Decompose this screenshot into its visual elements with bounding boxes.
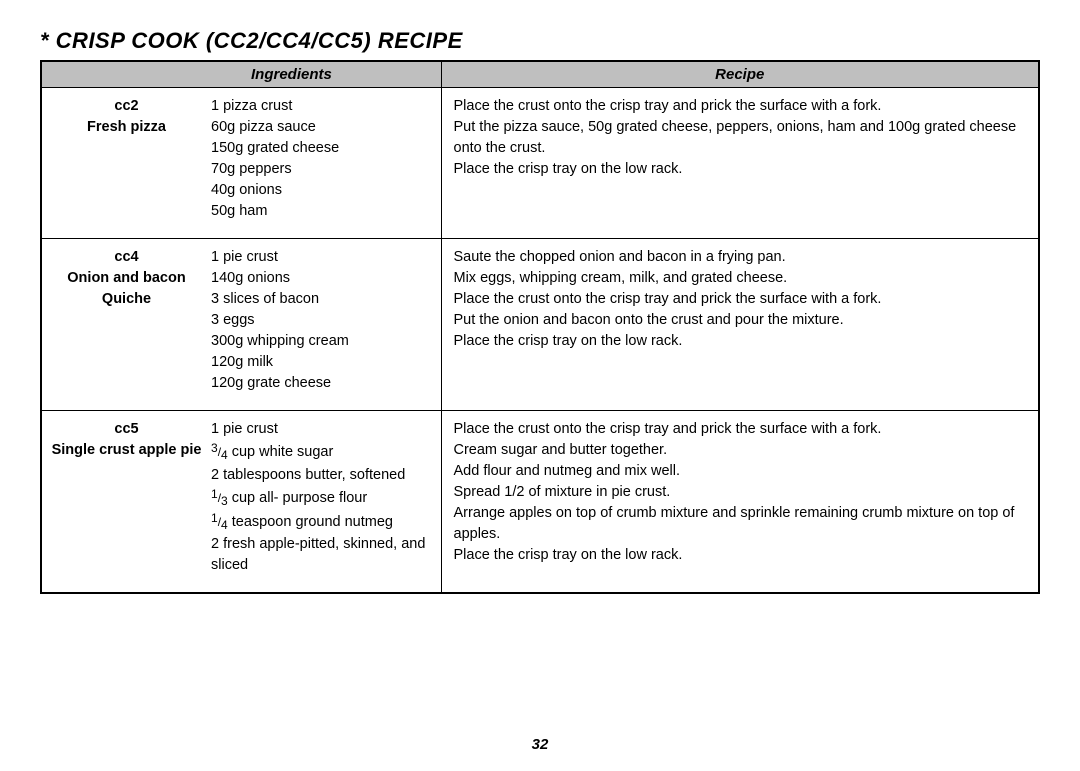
recipe-code-cell: cc2Fresh pizza [41, 88, 211, 239]
header-recipe: Recipe [441, 61, 1039, 88]
table-row: cc5Single crust apple pie1 pie crust3/4 … [41, 411, 1039, 594]
recipe-cell: Place the crust onto the crisp tray and … [441, 411, 1039, 594]
ingredients-cell: 1 pie crust3/4 cup white sugar2 tablespo… [211, 411, 441, 594]
ingredients-cell: 1 pizza crust60g pizza sauce150g grated … [211, 88, 441, 239]
header-blank [41, 61, 211, 88]
recipe-cell: Saute the chopped onion and bacon in a f… [441, 239, 1039, 411]
recipe-code-cell: cc4Onion and bacon Quiche [41, 239, 211, 411]
recipe-tbody: cc2Fresh pizza1 pizza crust60g pizza sau… [41, 88, 1039, 594]
page-title: * CRISP COOK (CC2/CC4/CC5) RECIPE [40, 28, 1040, 54]
table-row: cc4Onion and bacon Quiche1 pie crust140g… [41, 239, 1039, 411]
table-row: cc2Fresh pizza1 pizza crust60g pizza sau… [41, 88, 1039, 239]
recipe-table: Ingredients Recipe cc2Fresh pizza1 pizza… [40, 60, 1040, 594]
header-ingredients: Ingredients [211, 61, 441, 88]
ingredients-cell: 1 pie crust140g onions3 slices of bacon3… [211, 239, 441, 411]
page-number: 32 [0, 736, 1080, 753]
recipe-cell: Place the crust onto the crisp tray and … [441, 88, 1039, 239]
recipe-code-cell: cc5Single crust apple pie [41, 411, 211, 594]
